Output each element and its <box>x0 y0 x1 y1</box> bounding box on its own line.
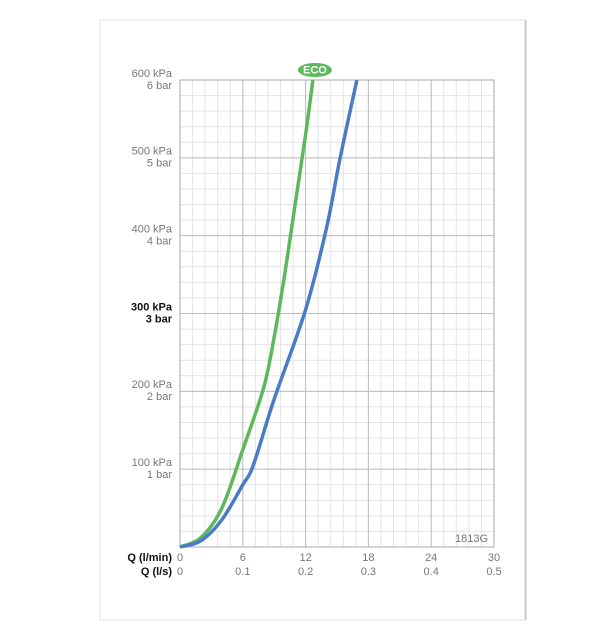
y-tick-label: 100 kPa <box>132 457 173 469</box>
series-line <box>179 79 315 549</box>
y2-tick-label: 6 bar <box>147 80 172 92</box>
x-tick-label: 12 <box>299 552 311 564</box>
x-tick-label: 0 <box>177 552 183 564</box>
y-tick-label: 500 kPa <box>132 146 173 158</box>
grid <box>179 79 495 547</box>
x-tick-label: 6 <box>240 552 246 564</box>
x2-tick-label: 0.4 <box>424 566 439 578</box>
card <box>99 19 526 621</box>
x2-tick-label: 0.1 <box>235 566 250 578</box>
y2-tick-label: 1 bar <box>147 469 172 481</box>
y2-tick-label: 3 bar <box>146 313 173 325</box>
y-tick-label: 200 kPa <box>132 379 173 391</box>
x2-tick-label: 0.3 <box>361 566 376 578</box>
x2-axis-label: Q (l/s) <box>141 566 173 578</box>
x-axis-label: Q (l/min) <box>127 552 172 564</box>
y2-tick-label: 5 bar <box>147 158 172 170</box>
x-tick-label: 24 <box>425 552 437 564</box>
y-tick-label: 600 kPa <box>132 68 173 80</box>
series-badge <box>297 63 332 77</box>
x2-tick-label: 0.5 <box>486 566 501 578</box>
series-name: ECO <box>303 64 327 76</box>
annotation: 1813G <box>455 533 488 545</box>
x2-tick-label: 0.2 <box>298 566 313 578</box>
y2-tick-label: 4 bar <box>147 236 172 248</box>
x-tick-label: 30 <box>488 552 500 564</box>
series-line <box>179 79 359 549</box>
x-tick-label: 18 <box>362 552 374 564</box>
y-tick-label: 300 kPa <box>131 301 173 313</box>
x2-tick-label: 0 <box>177 566 183 578</box>
y2-tick-label: 2 bar <box>147 391 172 403</box>
plot-frame <box>179 79 495 548</box>
y-tick-label: 400 kPa <box>132 224 173 236</box>
